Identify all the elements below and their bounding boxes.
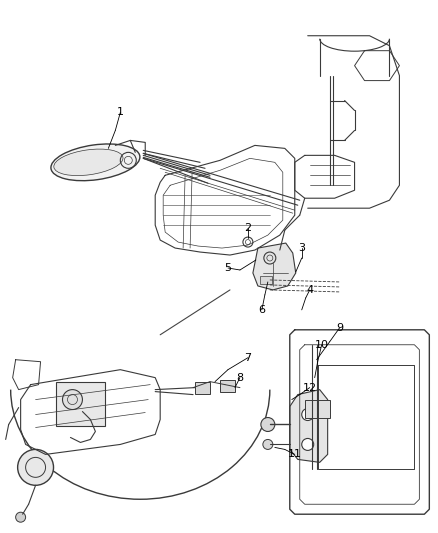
Ellipse shape [54,149,123,175]
Text: 1: 1 [117,108,124,117]
Text: 4: 4 [306,285,313,295]
Polygon shape [253,243,296,290]
Text: 3: 3 [298,243,305,253]
Bar [305,400,330,417]
Circle shape [302,439,314,450]
Text: 5: 5 [224,263,231,273]
Circle shape [261,417,275,432]
Bar [195,382,210,393]
Circle shape [16,512,25,522]
Text: 10: 10 [314,340,328,350]
Text: 6: 6 [258,305,265,315]
Bar [260,276,272,284]
Bar [56,382,106,426]
Bar [220,379,235,392]
Text: 8: 8 [237,373,244,383]
Text: 12: 12 [303,383,317,393]
Ellipse shape [51,144,140,181]
Text: 9: 9 [336,323,343,333]
Text: 11: 11 [288,449,302,459]
Circle shape [302,409,314,421]
Circle shape [63,390,82,409]
Text: 7: 7 [244,353,251,363]
Circle shape [263,439,273,449]
Circle shape [18,449,53,486]
Text: 2: 2 [244,223,251,233]
Polygon shape [290,390,328,462]
